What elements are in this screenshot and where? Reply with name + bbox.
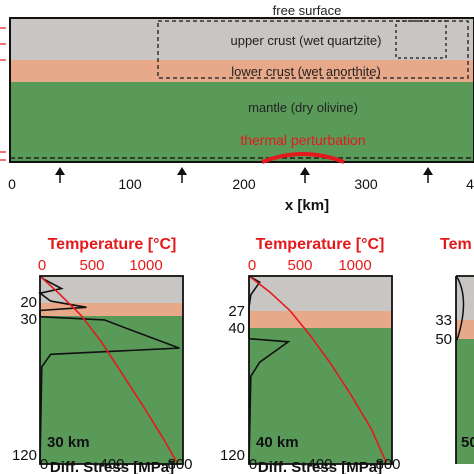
stress-tick: 800	[375, 456, 400, 473]
crust-thickness-label: 40 km	[256, 434, 299, 451]
stress-tick: 0	[249, 456, 257, 473]
depth-tick: 50	[435, 331, 452, 348]
depth-tick: 20	[20, 294, 37, 311]
temp-tick: 500	[287, 257, 312, 274]
model-section: free surface upper crust (wet quartzite)…	[0, 3, 474, 214]
profile-panel-partial: Tem 33 50 50	[435, 236, 474, 464]
stress-axis-label: Diff. Stress [MPa]	[258, 459, 382, 474]
velocity-arrows	[55, 167, 433, 183]
model-frame	[9, 17, 474, 163]
profile-panel-40km: Temperature [°C] 0 500 1000 27 40 120 40…	[220, 236, 401, 474]
mantle-band	[456, 339, 474, 464]
depth-tick: 33	[435, 312, 452, 329]
x-tick: 0	[8, 176, 16, 192]
panel-frame	[39, 275, 184, 465]
lower-crust-band	[249, 311, 392, 328]
crust-thickness-label: 30 km	[47, 434, 90, 451]
crust-thickness-label-partial: 50	[461, 434, 474, 451]
temperature-profile-line	[39, 275, 179, 465]
temp-tick: 0	[248, 257, 256, 274]
depth-tick: 120	[12, 447, 37, 464]
x-tick: 4	[466, 176, 474, 192]
depth-tick: 40	[228, 320, 245, 337]
x-axis-label: x [km]	[285, 197, 329, 214]
temperature-axis-label-partial: Tem	[440, 236, 472, 253]
upper-crust-label: upper crust (wet quartzite)	[230, 33, 381, 48]
x-tick: 100	[118, 176, 142, 192]
refined-zone-box	[157, 20, 469, 79]
stress-profile-line	[456, 276, 465, 341]
temperature-axis-label: Temperature [°C]	[48, 236, 177, 253]
temp-tick: 500	[79, 257, 104, 274]
depth-tick: 30	[20, 311, 37, 328]
stress-axis-label: Diff. Stress [MPa]	[50, 459, 174, 474]
lower-crust-layer	[10, 60, 474, 82]
stress-tick: 400	[307, 456, 332, 473]
temperature-profile-line	[248, 275, 388, 465]
perturbation-curve	[261, 152, 345, 164]
temp-tick: 0	[38, 257, 46, 274]
x-tick: 200	[232, 176, 256, 192]
stress-tick: 800	[167, 456, 192, 473]
depth-tick: 27	[228, 303, 245, 320]
stress-tick: 0	[40, 456, 48, 473]
temp-tick: 1000	[338, 257, 371, 274]
temp-tick: 1000	[129, 257, 162, 274]
panel-frame	[248, 275, 393, 465]
depth-tick: 120	[220, 447, 245, 464]
mantle-label: mantle (dry olivine)	[248, 100, 358, 115]
profile-panel-30km: Temperature [°C] 0 500 1000 20 30 120 30…	[12, 236, 193, 474]
upper-crust-band	[40, 276, 183, 303]
upper-crust-band	[249, 276, 392, 311]
stress-tick: 400	[99, 456, 124, 473]
x-tick: 300	[354, 176, 378, 192]
x-axis-ticks: 0 100 200 300 4	[8, 176, 474, 192]
lower-crust-label: lower crust (wet anorthite)	[231, 64, 381, 79]
free-surface-label: free surface	[273, 3, 342, 18]
perturbation-label: thermal perturbation	[240, 132, 365, 148]
mantle-layer	[10, 82, 474, 162]
left-depth-ticks	[0, 27, 6, 161]
upper-crust-band	[456, 276, 474, 320]
temperature-axis-label: Temperature [°C]	[256, 236, 385, 253]
refined-zone-core	[395, 20, 447, 59]
